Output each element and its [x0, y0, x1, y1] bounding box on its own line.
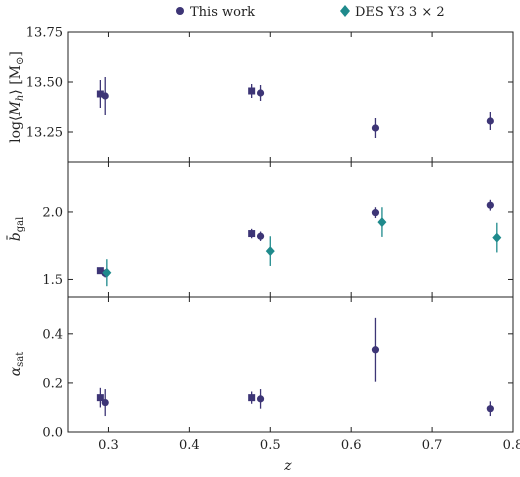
panel-2: αsat: [8, 296, 514, 433]
data-point-square: [248, 230, 256, 238]
panel-0-ylabel: log⟨Mh⟩ [M⊙]: [8, 51, 26, 143]
svg-text:b̄gal: b̄gal: [6, 217, 26, 242]
legend: This work DES Y3 3 × 2: [176, 5, 445, 20]
legend-label-this-work: This work: [190, 5, 255, 20]
y-tick-label: 1.5: [42, 273, 63, 288]
x-tick-label: 0.4: [179, 438, 200, 453]
y-tick-label: 0.4: [42, 327, 63, 342]
data-point-square: [96, 267, 104, 275]
x-tick-label: 0.6: [341, 438, 362, 453]
data-point-circle: [371, 124, 380, 132]
x-tick-label: 0.3: [98, 438, 119, 453]
data-point-diamond: [377, 217, 387, 228]
data-point-circle: [101, 92, 109, 100]
chart-marks: 13.25 13.50 13.75 1.5 2.0 0.3 0.4 0.5 0.6 0.7 0.8 0…: [26, 26, 520, 454]
y-tick-label: 13.75: [26, 26, 63, 41]
panel-2-frame: [67, 296, 514, 433]
y-tick-label: 13.25: [26, 126, 63, 141]
data-point-square: [96, 394, 104, 402]
data-point-square: [248, 394, 256, 402]
panel-2-ylabel: αsat: [8, 352, 26, 377]
data-point-diamond: [102, 267, 112, 278]
y-tick-label: 0.2: [42, 376, 63, 391]
legend-label-des: DES Y3 3 × 2: [355, 5, 445, 20]
data-point-circle: [256, 89, 265, 97]
panel-1-frame: [67, 161, 514, 298]
y-tick-label: 13.50: [26, 76, 63, 91]
panel-1: b̄gal: [6, 161, 514, 298]
data-point-circle: [371, 346, 380, 354]
data-point-square: [96, 90, 104, 98]
data-point-circle: [256, 232, 265, 240]
data-point-diamond: [265, 246, 275, 257]
data-point-circle: [371, 209, 380, 217]
data-point-circle: [486, 117, 494, 125]
data-point-square: [248, 87, 256, 95]
data-point-circle: [101, 398, 109, 407]
svg-text:αsat: αsat: [8, 352, 26, 377]
data-point-circle: [256, 395, 265, 403]
x-tick-label: 0.8: [503, 438, 520, 453]
legend-marker-circle: [176, 7, 184, 15]
y-tick-label: 0.0: [42, 426, 63, 441]
y-tick-label: 2.0: [42, 205, 63, 220]
svg-text:log⟨Mh⟩ [M⊙]: log⟨Mh⟩ [M⊙]: [8, 51, 26, 143]
panel-1-ylabel: b̄gal: [6, 217, 26, 242]
x-tick-label: 0.7: [422, 438, 443, 453]
panel-0-frame: [67, 31, 514, 163]
data-point-circle: [486, 405, 494, 413]
x-tick-label: 0.5: [260, 438, 281, 453]
legend-marker-diamond: [340, 5, 350, 17]
x-axis-label: z: [283, 458, 292, 474]
data-point-circle: [486, 201, 494, 209]
data-point-diamond: [492, 232, 502, 243]
